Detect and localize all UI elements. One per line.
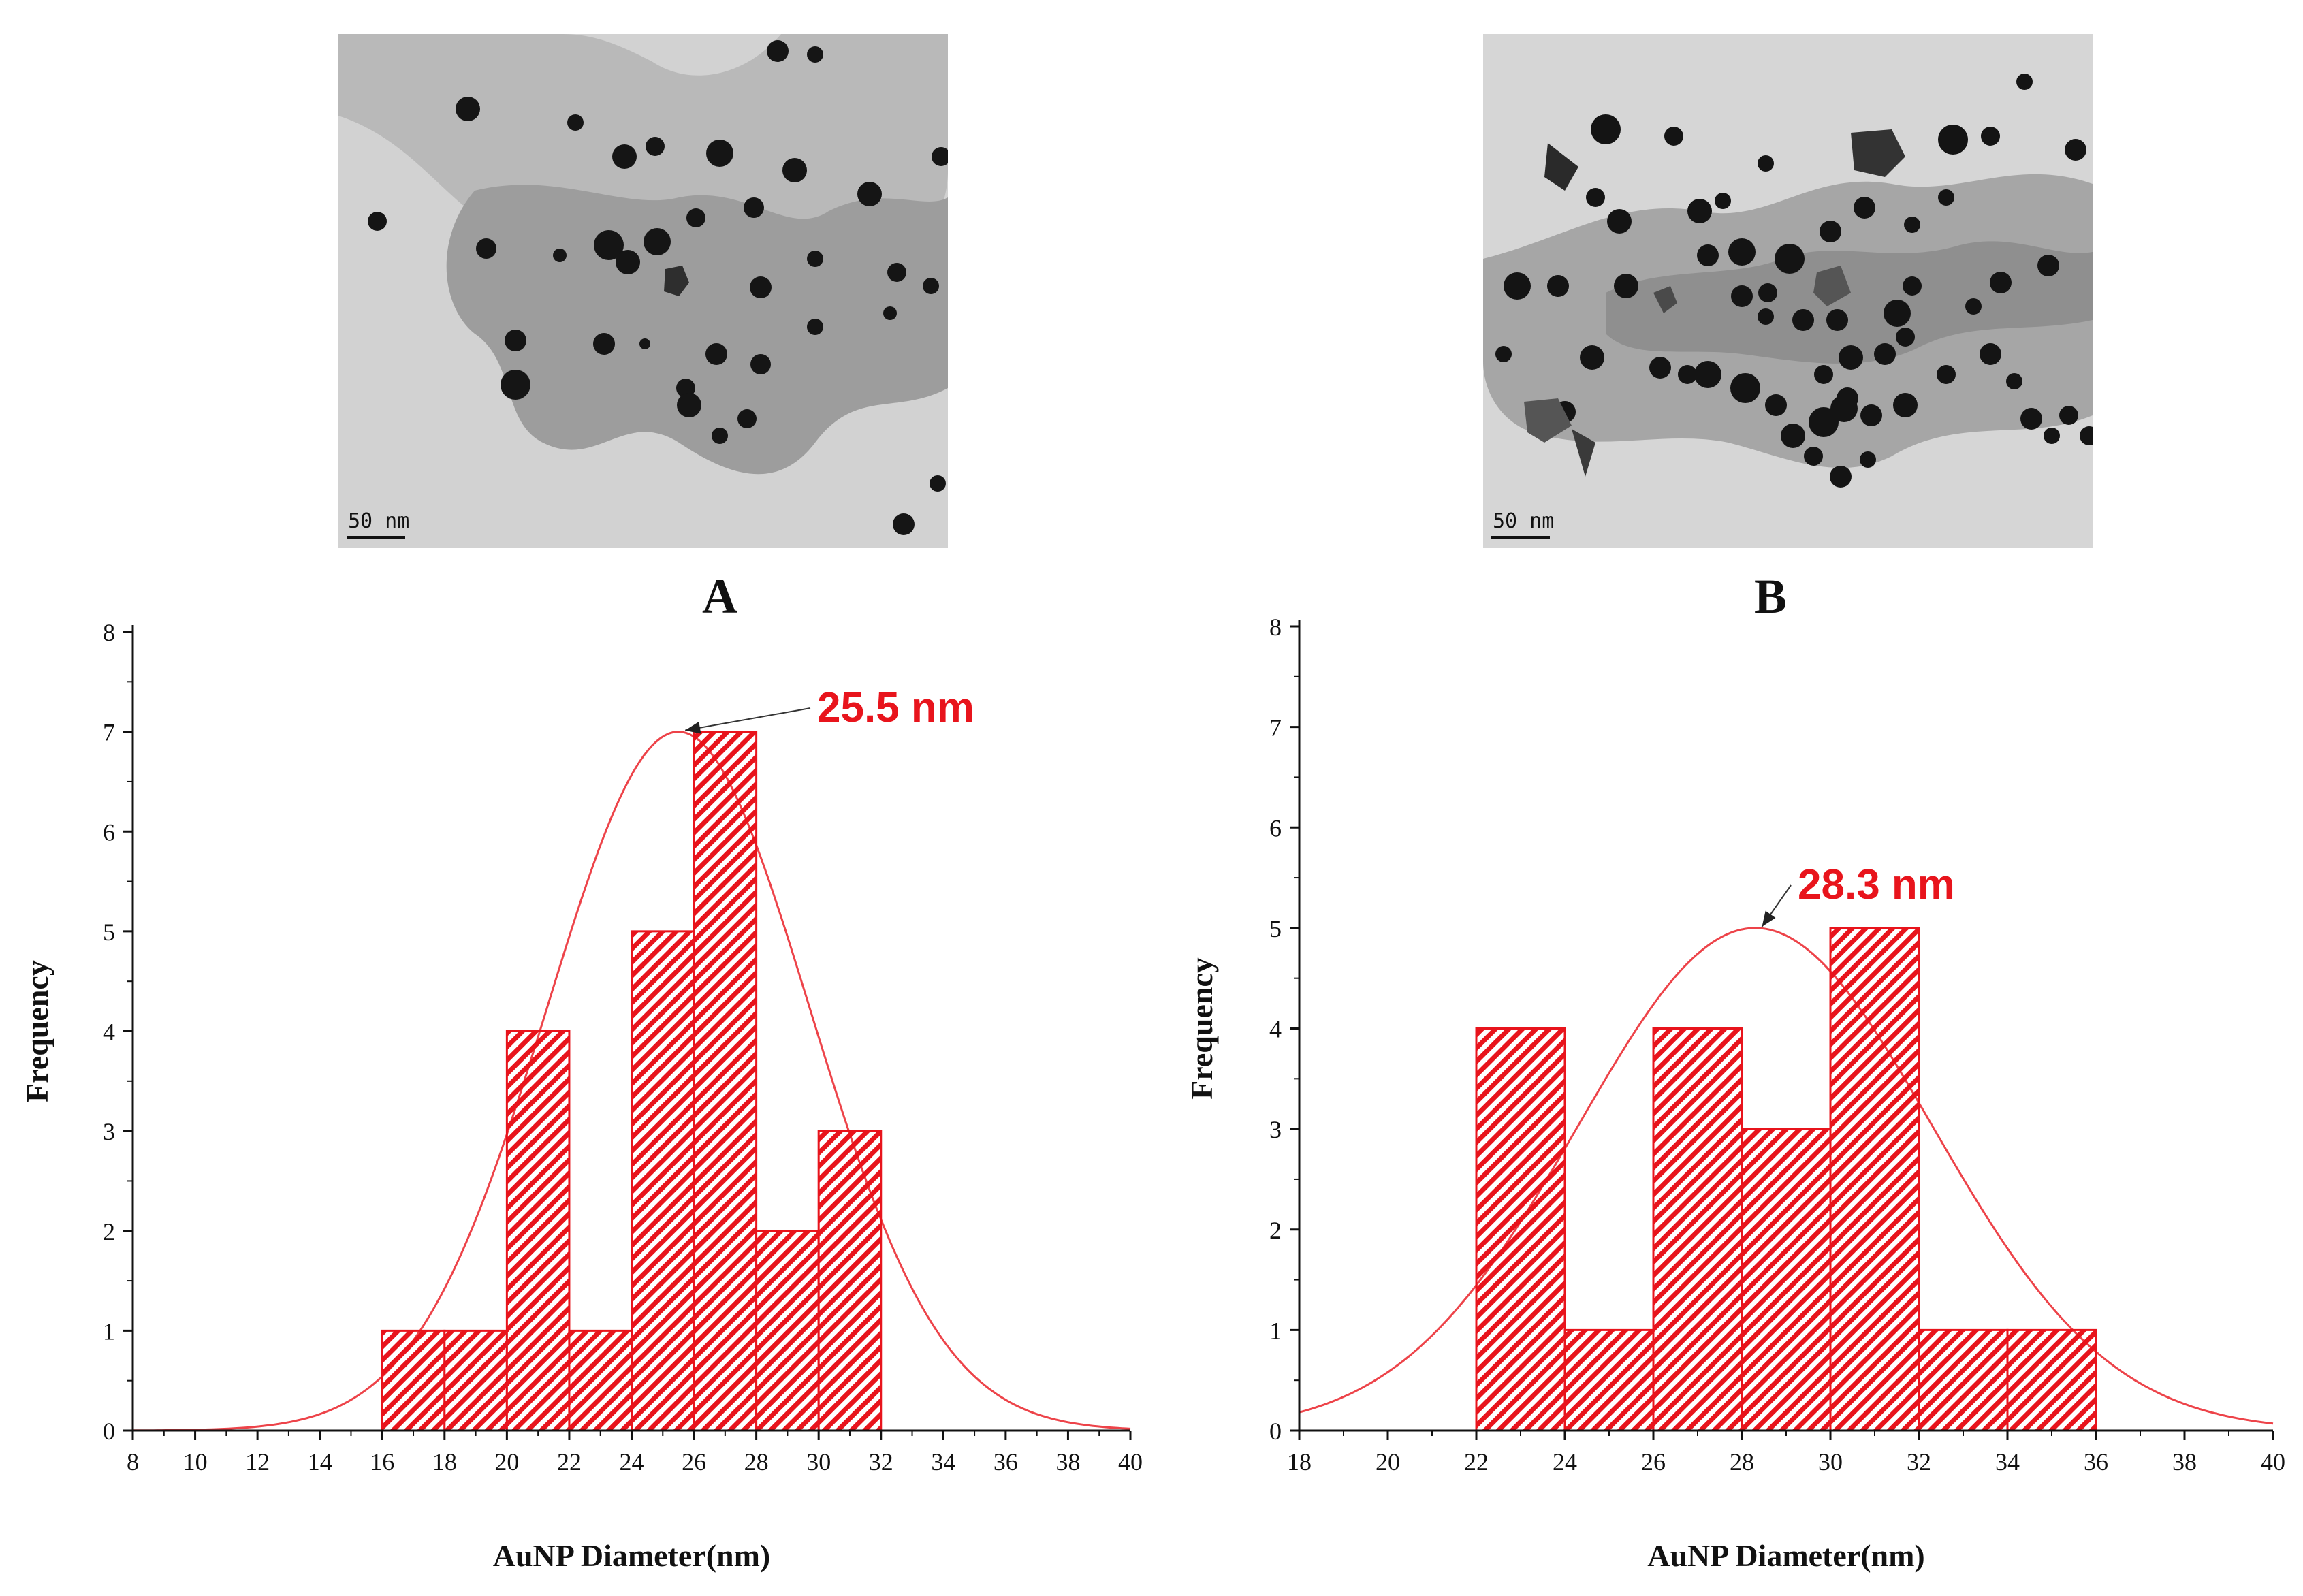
nanoparticles-a xyxy=(368,40,948,535)
x-tick-label: 8 xyxy=(127,1448,139,1475)
x-tick-label: 40 xyxy=(1118,1448,1143,1475)
x-tick-label: 26 xyxy=(1641,1448,1666,1475)
x-tick-label: 24 xyxy=(1553,1448,1577,1475)
y-tick-label: 4 xyxy=(1269,1016,1282,1043)
y-tick-label: 5 xyxy=(103,919,115,946)
x-tick-label: 22 xyxy=(1464,1448,1489,1475)
y-tick-label: 2 xyxy=(103,1218,115,1245)
x-tick-label: 30 xyxy=(1818,1448,1843,1475)
y-tick-label: 1 xyxy=(103,1318,115,1345)
histogram-bar xyxy=(1829,927,1920,1432)
x-tick-label: 22 xyxy=(557,1448,582,1475)
histogram-bar xyxy=(1563,1328,1655,1432)
x-tick-label: 18 xyxy=(432,1448,457,1475)
x-tick-label: 20 xyxy=(494,1448,519,1475)
histogram-bar xyxy=(381,1329,446,1432)
x-tick-label: 28 xyxy=(744,1448,769,1475)
x-tick-label: 16 xyxy=(370,1448,394,1475)
x-tick-label: 28 xyxy=(1730,1448,1754,1475)
tem-micrograph-b xyxy=(1483,34,2093,548)
x-tick-label: 10 xyxy=(183,1448,208,1475)
y-tick-label: 3 xyxy=(1269,1116,1282,1143)
y-tick-label: 0 xyxy=(1269,1418,1282,1445)
x-tick-label: 12 xyxy=(245,1448,270,1475)
gaussian-fit-curve xyxy=(133,731,1131,1432)
x-tick-label: 14 xyxy=(308,1448,332,1475)
x-tick-label: 30 xyxy=(806,1448,831,1475)
x-axis-title: AuNP Diameter(nm) xyxy=(1647,1538,1925,1573)
histogram-bar xyxy=(443,1329,508,1432)
y-axis-title: Frequency xyxy=(1184,957,1219,1100)
y-tick-label: 2 xyxy=(1269,1217,1282,1244)
histogram-bar xyxy=(693,731,758,1432)
scale-label-b: 50 nm xyxy=(1493,509,1555,533)
scale-label-a: 50 nm xyxy=(348,509,410,533)
x-axis-title: AuNP Diameter(nm) xyxy=(493,1538,771,1573)
x-tick-label: 18 xyxy=(1287,1448,1312,1475)
peak-arrow xyxy=(684,707,811,731)
histogram-bar xyxy=(817,1130,883,1432)
panel-label-b: B xyxy=(1753,569,1788,624)
histogram-bar xyxy=(568,1329,633,1432)
tem-image-a: 50 nm xyxy=(338,34,948,548)
x-tick-label: 36 xyxy=(2084,1448,2108,1475)
x-tick-label: 20 xyxy=(1376,1448,1400,1475)
y-tick-label: 3 xyxy=(103,1118,115,1145)
histogram-bar xyxy=(1475,1027,1566,1432)
scale-bar-a xyxy=(347,536,405,539)
y-axis-title: Frequency xyxy=(20,960,54,1102)
peak-arrowhead xyxy=(1762,910,1776,927)
peak-annotation: 25.5 nm xyxy=(817,684,974,731)
histogram-bar xyxy=(1918,1328,2009,1432)
x-tick-label: 38 xyxy=(1055,1448,1080,1475)
scale-bar-b xyxy=(1491,536,1550,539)
gaussian-fit-curve xyxy=(1299,927,2274,1425)
histogram-bar xyxy=(631,930,695,1432)
peak-arrowhead xyxy=(685,721,701,734)
y-tick-label: 5 xyxy=(1269,915,1282,942)
y-tick-label: 8 xyxy=(103,619,115,646)
nanoparticles-b xyxy=(1495,74,2093,488)
x-tick-label: 26 xyxy=(682,1448,706,1475)
x-tick-label: 34 xyxy=(1995,1448,2020,1475)
histogram-bar xyxy=(2006,1328,2097,1432)
histogram-bar xyxy=(755,1230,820,1432)
tem-image-b: 50 nm xyxy=(1483,34,2093,548)
histogram-a: 8 10 12 14 16 18 20 22 24 26 28 30 32 34 36 38 400123456… xyxy=(20,619,1143,1573)
x-tick-label: 34 xyxy=(931,1448,955,1475)
y-tick-label: 7 xyxy=(1269,714,1282,741)
histogram-bar xyxy=(505,1030,571,1432)
x-tick-label: 36 xyxy=(994,1448,1018,1475)
tem-micrograph-a xyxy=(338,34,948,548)
y-tick-label: 7 xyxy=(103,719,115,746)
x-tick-label: 24 xyxy=(620,1448,644,1475)
x-tick-label: 32 xyxy=(869,1448,893,1475)
panel-label-a: A xyxy=(702,569,737,624)
histogram-bar xyxy=(1652,1027,1743,1432)
x-tick-label: 38 xyxy=(2172,1448,2197,1475)
x-tick-label: 32 xyxy=(1907,1448,1931,1475)
peak-annotation: 28.3 nm xyxy=(1798,861,1955,908)
y-tick-label: 6 xyxy=(1269,814,1282,842)
y-tick-label: 0 xyxy=(103,1418,115,1445)
histogram-bar xyxy=(1741,1128,1832,1432)
y-tick-label: 1 xyxy=(1269,1317,1282,1344)
y-tick-label: 6 xyxy=(103,818,115,846)
x-tick-label: 40 xyxy=(2261,1448,2285,1475)
y-tick-label: 8 xyxy=(1269,613,1282,641)
y-tick-label: 4 xyxy=(103,1019,115,1046)
